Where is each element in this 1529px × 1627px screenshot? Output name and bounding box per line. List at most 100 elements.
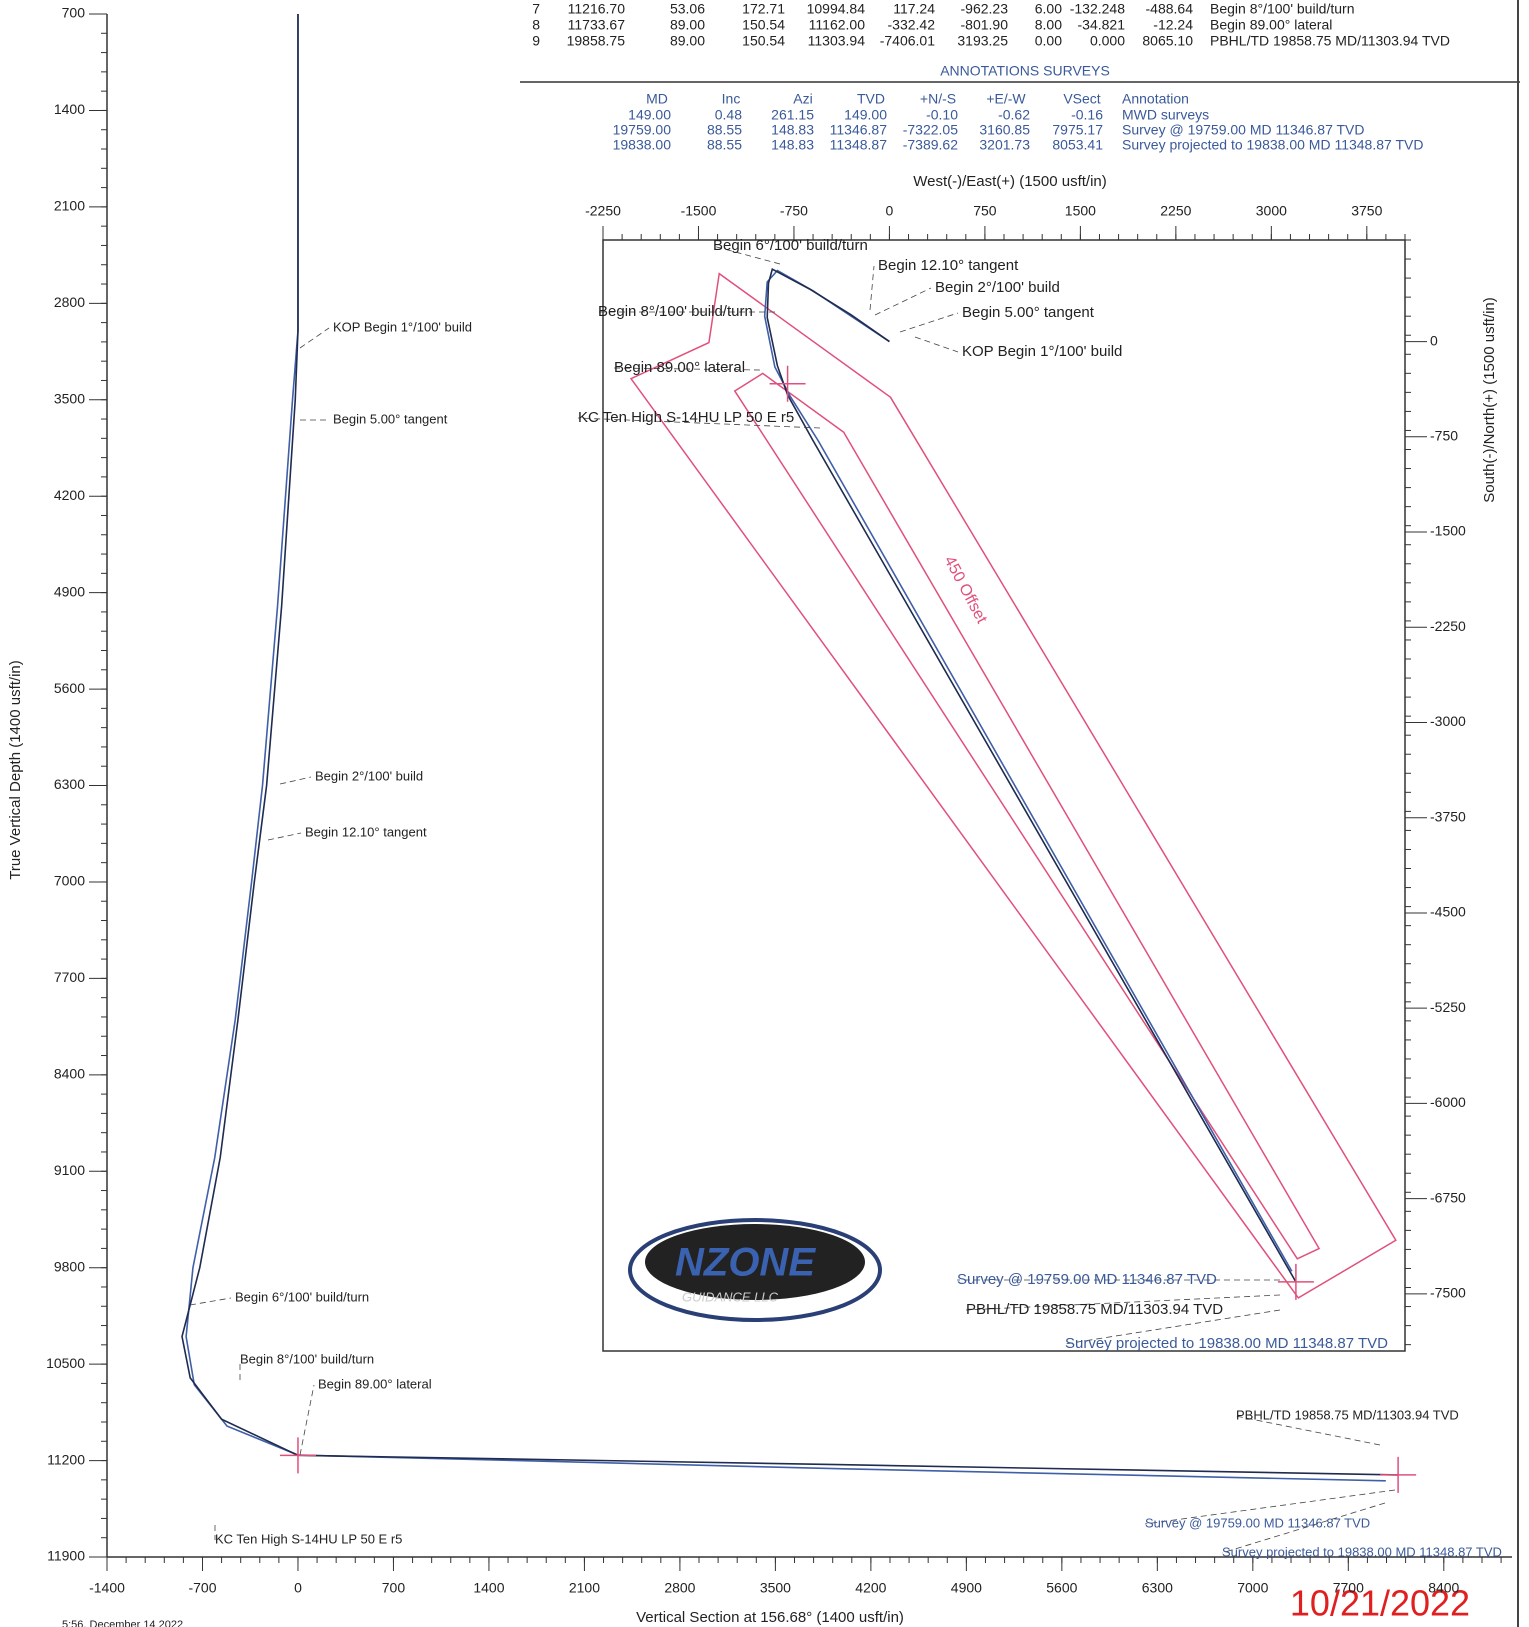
target-cross bbox=[1277, 1263, 1314, 1300]
survey-cell: 88.55 bbox=[707, 122, 742, 138]
logo-text: NZONE bbox=[675, 1241, 816, 1285]
leader-line bbox=[299, 1384, 315, 1456]
y-tick-label: 3500 bbox=[54, 390, 85, 406]
annotation: KOP Begin 1°/100' build bbox=[962, 343, 1122, 360]
target-cross bbox=[279, 1437, 316, 1474]
y-tick-label: -6000 bbox=[1430, 1094, 1466, 1110]
survey-cell: -0.62 bbox=[998, 107, 1030, 123]
plan-cell: 3193.25 bbox=[957, 33, 1008, 49]
plan-cell: 172.71 bbox=[742, 1, 785, 17]
annotation: Begin 6°/100' build/turn bbox=[713, 237, 868, 254]
plan-cell: 6.00 bbox=[1035, 1, 1062, 17]
plan-cell: -801.90 bbox=[961, 17, 1009, 33]
table-title: ANNOTATIONS SURVEYS bbox=[940, 63, 1110, 79]
logo: NZONE GUIDANCE LLC bbox=[628, 1218, 882, 1322]
leader-line bbox=[577, 417, 821, 429]
y-tick-label: 0 bbox=[1430, 332, 1438, 348]
date-stamp: 10/21/2022 bbox=[1290, 1583, 1470, 1624]
x-tick-label: 6300 bbox=[1142, 1580, 1173, 1596]
y-tick-label: 9100 bbox=[54, 1162, 85, 1178]
y-tick-label: 4200 bbox=[54, 487, 85, 503]
survey-cell: 19759.00 bbox=[613, 122, 672, 138]
x-tick-label: 7000 bbox=[1237, 1580, 1268, 1596]
annotation: Begin 12.10° tangent bbox=[878, 257, 1019, 274]
x-tick-label: 3000 bbox=[1256, 203, 1287, 219]
plan-cell: 0.00 bbox=[1035, 33, 1062, 49]
x-tick-label: 5600 bbox=[1046, 1580, 1077, 1596]
annotation: Begin 12.10° tangent bbox=[305, 824, 427, 839]
survey-header: TVD bbox=[857, 91, 885, 107]
annotation: Begin 5.00° tangent bbox=[962, 304, 1095, 321]
plan-cell: 117.24 bbox=[893, 1, 935, 17]
survey-cell: 8053.41 bbox=[1052, 137, 1103, 153]
y-tick-label: -5250 bbox=[1430, 999, 1466, 1015]
survey-cell: Survey projected to 19838.00 MD 11348.87… bbox=[1122, 137, 1423, 153]
annotation: Begin 6°/100' build/turn bbox=[235, 1289, 369, 1304]
footer: 5:56, December 14 2022 bbox=[62, 1619, 183, 1627]
plan-cell: -132.248 bbox=[1070, 1, 1125, 17]
y-tick-label: -4500 bbox=[1430, 904, 1466, 920]
leader-line bbox=[1235, 1415, 1381, 1446]
x-tick-label: 700 bbox=[382, 1580, 406, 1596]
leader-line bbox=[712, 245, 781, 265]
survey-cell: -0.10 bbox=[926, 107, 958, 123]
plan-cell: 89.00 bbox=[670, 33, 705, 49]
annotation: KC Ten High S-14HU LP 50 E r5 bbox=[578, 409, 794, 426]
plan-cell: Begin 8°/100' build/turn bbox=[1210, 1, 1354, 17]
annotation: Begin 2°/100' build bbox=[315, 768, 423, 783]
plan-cell: 9 bbox=[532, 33, 540, 49]
annotation: KC Ten High S-14HU LP 50 E r5 bbox=[215, 1531, 402, 1546]
plan-cell: 8.00 bbox=[1035, 17, 1062, 33]
survey-header: Annotation bbox=[1122, 91, 1189, 107]
survey-cell: 88.55 bbox=[707, 137, 742, 153]
x-tick-label: -700 bbox=[188, 1580, 216, 1596]
target-cross bbox=[1380, 1456, 1417, 1493]
survey-cell: 11346.87 bbox=[830, 122, 888, 138]
survey-header: MD bbox=[646, 91, 668, 107]
survey-cell: 148.83 bbox=[771, 137, 814, 153]
well-path bbox=[185, 14, 1386, 1482]
x-tick-label: -750 bbox=[780, 203, 808, 219]
plan-cell: Begin 89.00° lateral bbox=[1210, 17, 1332, 33]
leader-line bbox=[1144, 1489, 1396, 1525]
x-tick-label: 8400 bbox=[1428, 1580, 1459, 1596]
plan-cell: 11162.00 bbox=[809, 17, 866, 33]
survey-header: Azi bbox=[793, 91, 812, 107]
leader-line bbox=[869, 265, 875, 311]
plan-cell: 19858.75 bbox=[567, 33, 626, 49]
x-tick-label: 4200 bbox=[855, 1580, 886, 1596]
y-tick-label: -3000 bbox=[1430, 713, 1466, 729]
survey-header: Inc bbox=[722, 91, 741, 107]
x-tick-label: 7700 bbox=[1333, 1580, 1364, 1596]
annotation: Survey @ 19759.00 MD 11346.87 TVD bbox=[1145, 1515, 1370, 1530]
survey-cell: 149.00 bbox=[844, 107, 887, 123]
x-tick-label: 4900 bbox=[951, 1580, 982, 1596]
y-tick-label: 700 bbox=[62, 5, 86, 21]
offset-polygon bbox=[629, 272, 1397, 1299]
y-tick-label: 8400 bbox=[54, 1066, 85, 1082]
leader-line bbox=[874, 287, 932, 316]
survey-cell: 261.15 bbox=[771, 107, 814, 123]
plan-cell: -962.23 bbox=[961, 1, 1009, 17]
plan-cell: 89.00 bbox=[670, 17, 705, 33]
x-axis-label: Vertical Section at 156.68° (1400 usft/i… bbox=[636, 1609, 904, 1626]
annotation: PBHL/TD 19858.75 MD/11303.94 TVD bbox=[966, 1301, 1223, 1318]
annotation: Survey projected to 19838.00 MD 11348.87… bbox=[1065, 1335, 1388, 1352]
plan-cell: 8065.10 bbox=[1142, 33, 1193, 49]
survey-header: VSect bbox=[1063, 91, 1100, 107]
leader-line bbox=[189, 1297, 232, 1306]
survey-cell: 3201.73 bbox=[979, 137, 1030, 153]
x-tick-label: 750 bbox=[973, 203, 997, 219]
survey-cell: -7389.62 bbox=[903, 137, 958, 153]
survey-cell: 11348.87 bbox=[830, 137, 888, 153]
y-tick-label: 6300 bbox=[54, 776, 85, 792]
x-tick-label: 1500 bbox=[1065, 203, 1096, 219]
survey-cell: 7975.17 bbox=[1052, 122, 1103, 138]
x-tick-label: 0 bbox=[294, 1580, 302, 1596]
leader-line bbox=[965, 1294, 1281, 1311]
plan-cell: -34.821 bbox=[1078, 17, 1126, 33]
plan-cell: -7406.01 bbox=[880, 33, 935, 49]
survey-cell: 0.48 bbox=[715, 107, 742, 123]
y-tick-label: 7700 bbox=[54, 969, 85, 985]
